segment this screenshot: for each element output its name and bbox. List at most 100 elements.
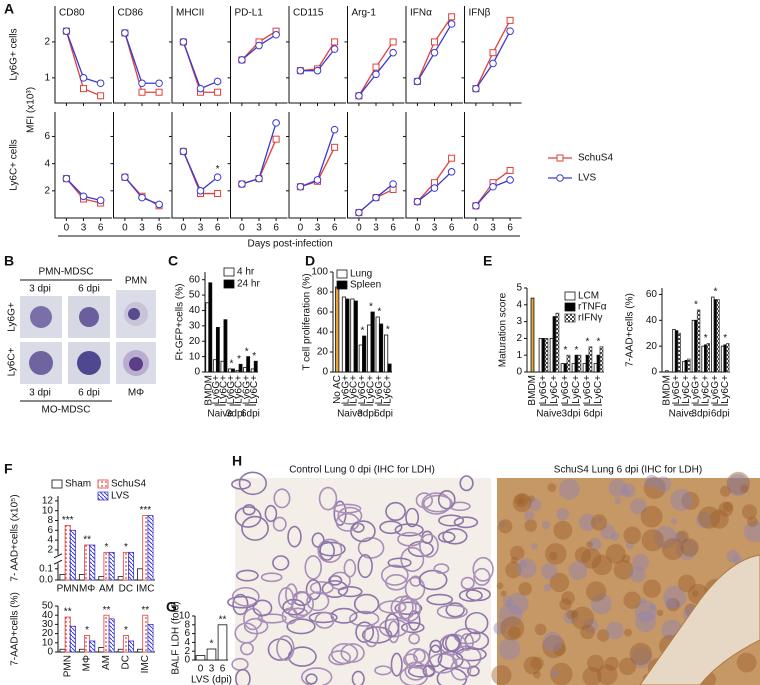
significance: * xyxy=(575,345,579,356)
stain xyxy=(621,554,631,564)
panel-letter: H xyxy=(232,453,242,469)
stain xyxy=(530,656,544,670)
marker xyxy=(196,84,205,93)
label: Ly6C+ xyxy=(7,347,18,376)
y-tick-label: 2 xyxy=(47,545,53,556)
image-title: Control Lung 0 dpi (IHC for LDH) xyxy=(289,465,435,476)
x-tick-label: BMDM xyxy=(203,375,214,406)
axis xyxy=(405,112,463,219)
x-axis-label: LVS (dpi) xyxy=(191,675,232,685)
alveolus xyxy=(234,506,262,528)
significance: *** xyxy=(62,515,74,526)
stain xyxy=(559,478,580,500)
stain xyxy=(666,598,680,612)
alveolus xyxy=(304,555,322,580)
marker xyxy=(79,192,88,201)
stain xyxy=(571,606,595,630)
x-tick-label: 3 xyxy=(209,664,215,675)
bar xyxy=(78,648,85,653)
stain xyxy=(610,532,620,541)
stain xyxy=(590,593,613,615)
x-tick-label: Ly6G+ xyxy=(211,375,222,405)
cell xyxy=(79,307,99,327)
x-tick-label: 3 xyxy=(256,223,262,234)
legend-label: 24 hr xyxy=(237,279,260,290)
bar xyxy=(588,346,593,373)
series-line xyxy=(124,32,160,84)
marker xyxy=(448,13,456,21)
axis xyxy=(230,6,288,104)
marker xyxy=(413,77,422,86)
x-tick-label: 6 xyxy=(449,223,455,234)
stain xyxy=(692,590,699,597)
panel-letter: A xyxy=(4,1,14,17)
panel-title: CD80 xyxy=(59,8,85,19)
x-tick-label: Ly6G+ xyxy=(226,375,237,405)
stain xyxy=(519,560,527,568)
legend-marker xyxy=(556,154,564,162)
y-tick-label: 0.0 xyxy=(39,575,53,586)
significance: ** xyxy=(141,605,149,616)
bar xyxy=(84,544,91,581)
y-tick-label: 30 xyxy=(189,320,201,331)
bar xyxy=(59,648,66,653)
y-tick-label: 60 xyxy=(317,307,329,318)
alveolus xyxy=(442,528,468,545)
y-tick-label: 50 xyxy=(42,601,54,612)
legend-marker xyxy=(556,174,564,182)
bar xyxy=(137,648,144,653)
stain xyxy=(642,579,662,598)
stain xyxy=(498,521,506,528)
alveolus xyxy=(264,504,278,523)
stain xyxy=(507,626,521,639)
bar xyxy=(538,337,543,373)
stain xyxy=(624,628,633,637)
legend-label: 4 hr xyxy=(237,267,255,278)
y-tick-label: 60 xyxy=(646,289,658,300)
stain xyxy=(630,498,647,515)
bar xyxy=(370,311,375,373)
panel-letter: D xyxy=(305,253,315,269)
x-tick-label: 0 xyxy=(298,223,304,234)
marker xyxy=(313,176,322,184)
marker xyxy=(97,92,105,100)
bar xyxy=(726,343,730,373)
significance: ** xyxy=(219,614,227,625)
bar xyxy=(84,635,91,653)
significance: * xyxy=(210,639,214,650)
y-axis-label: Maturation score xyxy=(498,292,509,367)
alveolus xyxy=(438,514,465,527)
bar xyxy=(571,363,576,373)
marker xyxy=(489,182,497,191)
group-label: 6dpi xyxy=(711,409,730,420)
bar xyxy=(560,363,565,373)
alveolus xyxy=(243,617,269,635)
x-tick-label: Ly6G+ xyxy=(710,375,721,405)
alveolus xyxy=(429,639,442,653)
stain xyxy=(722,501,734,512)
axis xyxy=(347,112,405,219)
stain xyxy=(649,604,657,611)
x-tick-label: Ly6G+ xyxy=(691,375,702,405)
bar xyxy=(563,363,568,373)
x-tick-label: Ly6G+ xyxy=(560,375,571,405)
cell xyxy=(29,351,53,375)
label: MO-MDSC xyxy=(42,405,91,416)
x-tick-label: Ly6C+ xyxy=(366,375,377,404)
marker xyxy=(272,30,280,39)
alveolus xyxy=(235,668,251,685)
marker xyxy=(355,92,363,100)
x-tick-label: 6 xyxy=(507,223,513,234)
legend-label: rTNFα xyxy=(578,302,607,313)
group-label: 3dpi xyxy=(691,409,710,420)
group-label: Naive xyxy=(337,409,363,420)
stain xyxy=(574,546,592,564)
bar xyxy=(358,344,363,373)
stain xyxy=(719,485,731,497)
stain xyxy=(491,665,512,685)
alveolus xyxy=(260,572,283,583)
label: Ly6G+ xyxy=(7,302,18,332)
cell xyxy=(129,357,143,371)
bar xyxy=(362,335,367,373)
legend-swatch xyxy=(223,279,235,289)
